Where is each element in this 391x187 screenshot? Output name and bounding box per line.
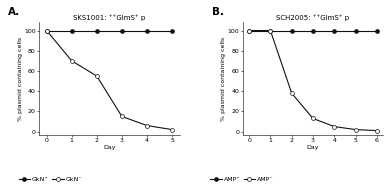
Text: B.: B. xyxy=(212,7,224,17)
Legend: GkN⁺, GkN⁻: GkN⁺, GkN⁻ xyxy=(19,177,82,182)
Title: SCH2005: ⁺⁺GlmS⁺ p: SCH2005: ⁺⁺GlmS⁺ p xyxy=(276,14,350,21)
Y-axis label: % plasmid containing cells: % plasmid containing cells xyxy=(221,36,226,121)
Title: SKS1001: ⁺⁺GlmS⁺ p: SKS1001: ⁺⁺GlmS⁺ p xyxy=(73,14,145,21)
X-axis label: Day: Day xyxy=(103,145,116,149)
Text: A.: A. xyxy=(8,7,20,17)
Legend: AMP⁺, AMP⁻: AMP⁺, AMP⁻ xyxy=(210,177,273,182)
Y-axis label: % plasmid containing cells: % plasmid containing cells xyxy=(18,36,23,121)
X-axis label: Day: Day xyxy=(307,145,319,149)
